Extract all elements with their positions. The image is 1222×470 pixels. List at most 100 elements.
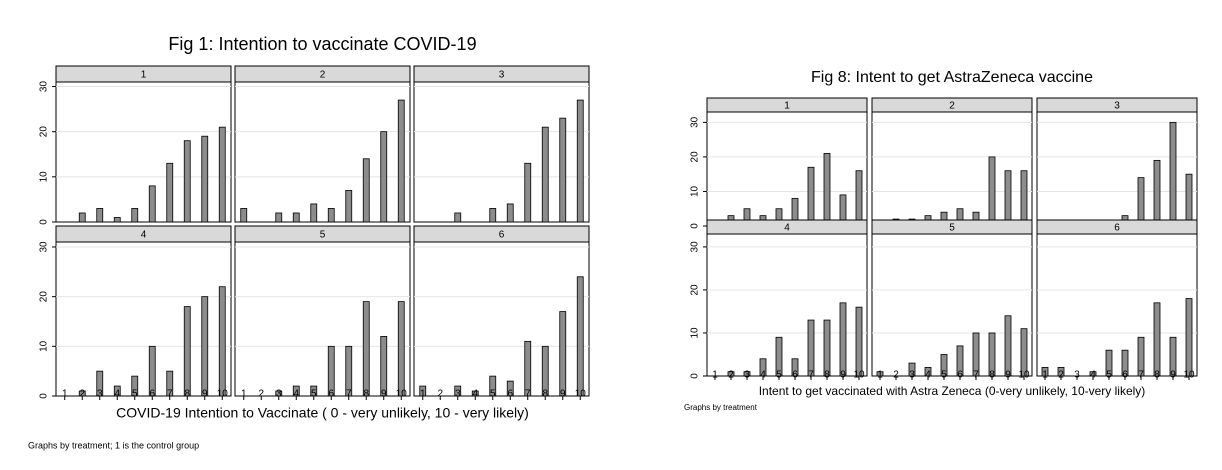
bar	[201, 296, 209, 397]
note: Graphs by treatment	[684, 403, 758, 412]
chart-title: Fig 8: Intent to get AstraZeneca vaccine	[811, 69, 1093, 86]
x-tick-label: 5	[941, 370, 947, 381]
bar	[201, 135, 209, 223]
x-tick-label: 8	[542, 389, 548, 400]
x-tick-label: 10	[853, 370, 865, 381]
bar	[131, 208, 139, 223]
x-tick-label: 10	[396, 389, 408, 400]
x-axis-label: COVID-19 Intention to Vaccinate ( 0 - ve…	[116, 405, 529, 421]
x-tick-label: 5	[132, 389, 138, 400]
x-tick-label: 9	[1005, 370, 1011, 381]
bar	[823, 153, 831, 227]
x-tick-label: 6	[792, 370, 798, 381]
bar	[292, 212, 300, 223]
bar	[1004, 170, 1012, 227]
y-tick-label: 0	[690, 223, 701, 229]
y-tick-label: 10	[690, 185, 701, 197]
bar	[823, 319, 831, 377]
y-tick-label: 20	[39, 291, 50, 303]
x-tick-label: 5	[490, 389, 496, 400]
x-tick-label: 1	[1042, 370, 1048, 381]
x-tick-label: 1	[420, 389, 426, 400]
x-tick-label: 7	[346, 389, 352, 400]
x-tick-label: 4	[925, 370, 931, 381]
bar	[380, 335, 388, 397]
x-tick-label: 3	[276, 389, 282, 400]
x-tick-label: 3	[1074, 370, 1080, 381]
y-tick-label: 0	[39, 393, 50, 399]
x-tick-label: 7	[808, 370, 814, 381]
panel-label: 1	[784, 101, 790, 112]
bar	[1153, 302, 1161, 377]
y-tick-label: 10	[39, 340, 50, 352]
bar	[807, 166, 815, 227]
bar	[218, 126, 226, 223]
panel-label: 4	[141, 230, 147, 241]
x-tick-label: 4	[1090, 370, 1096, 381]
panel-label: 2	[949, 101, 955, 112]
note: Graphs by treatment; 1 is the control gr…	[28, 440, 199, 450]
y-tick-label: 20	[690, 284, 701, 296]
bar	[380, 131, 388, 223]
bar	[1185, 173, 1193, 227]
x-tick-label: 8	[1154, 370, 1160, 381]
bar	[855, 170, 863, 227]
bar	[275, 212, 283, 223]
bar	[310, 203, 318, 223]
x-tick-label: 2	[79, 389, 85, 400]
x-tick-label: 7	[973, 370, 979, 381]
bar	[1004, 315, 1012, 377]
y-tick-label: 30	[690, 241, 701, 253]
panel-label: 4	[784, 223, 790, 234]
bar	[576, 99, 584, 223]
x-tick-label: 10	[1183, 370, 1195, 381]
bar	[183, 306, 191, 397]
bar	[1169, 121, 1177, 227]
bar	[541, 126, 549, 223]
bar	[362, 301, 370, 397]
x-tick-label: 4	[114, 389, 120, 400]
x-tick-label: 6	[957, 370, 963, 381]
x-tick-label: 9	[202, 389, 208, 400]
panel-label: 2	[320, 70, 326, 81]
bar	[113, 217, 121, 223]
panel-label: 5	[949, 223, 955, 234]
x-tick-label: 3	[455, 389, 461, 400]
panel-label: 3	[499, 70, 505, 81]
panel-label: 3	[1114, 101, 1120, 112]
bar	[166, 162, 174, 223]
y-tick-label: 30	[39, 81, 50, 93]
y-tick-label: 30	[39, 241, 50, 253]
x-tick-label: 6	[328, 389, 334, 400]
bar	[148, 185, 156, 223]
x-tick-label: 7	[167, 389, 173, 400]
x-tick-label: 2	[893, 370, 899, 381]
bar	[489, 208, 497, 223]
x-tick-label: 2	[258, 389, 264, 400]
x-tick-label: 10	[575, 389, 587, 400]
x-tick-label: 8	[363, 389, 369, 400]
bar	[397, 301, 405, 397]
bar	[218, 286, 226, 397]
x-tick-label: 7	[525, 389, 531, 400]
x-tick-label: 4	[760, 370, 766, 381]
x-tick-label: 1	[877, 370, 883, 381]
bar	[1153, 159, 1161, 227]
x-tick-label: 2	[728, 370, 734, 381]
bar	[183, 140, 191, 223]
x-tick-label: 9	[1170, 370, 1176, 381]
y-tick-label: 20	[39, 126, 50, 138]
bar	[807, 319, 815, 377]
x-tick-label: 1	[62, 389, 68, 400]
y-tick-label: 10	[39, 171, 50, 183]
bar	[576, 276, 584, 397]
x-tick-label: 5	[311, 389, 317, 400]
bar	[839, 302, 847, 377]
x-tick-label: 8	[989, 370, 995, 381]
bar	[1185, 298, 1193, 377]
bar	[1137, 177, 1145, 227]
bar	[96, 208, 104, 223]
bar	[327, 208, 335, 223]
bar	[240, 208, 248, 223]
x-tick-label: 5	[776, 370, 782, 381]
